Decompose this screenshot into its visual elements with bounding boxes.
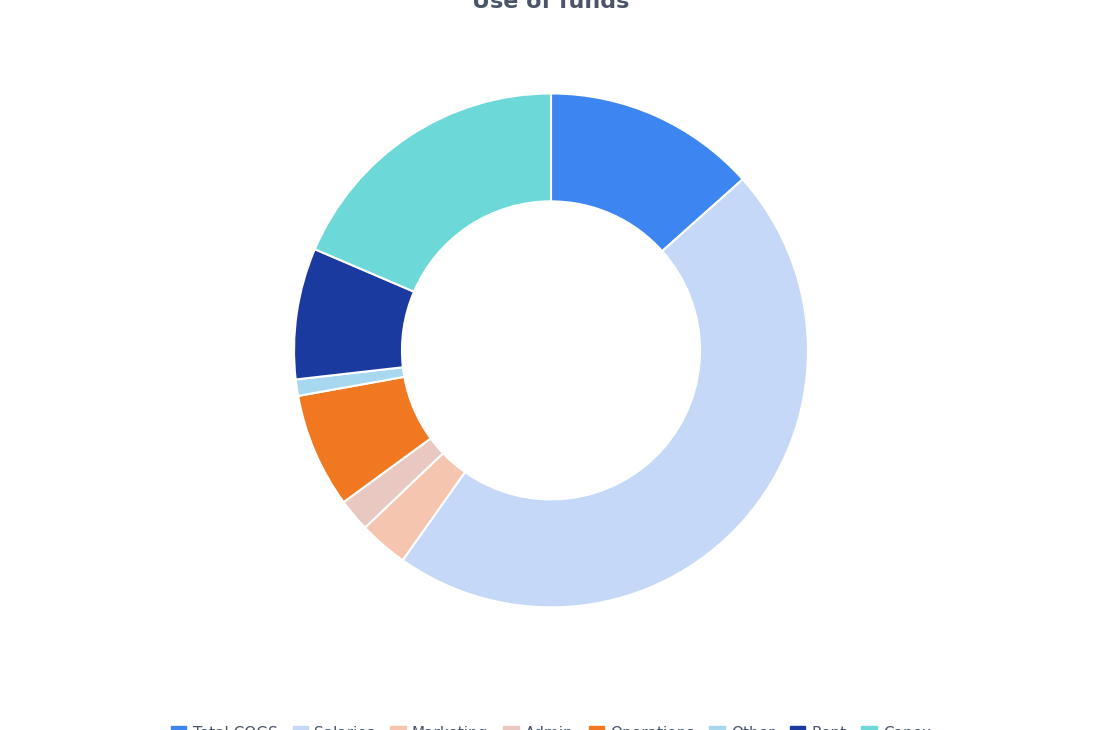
- Wedge shape: [344, 439, 443, 528]
- Wedge shape: [299, 377, 431, 502]
- Wedge shape: [315, 93, 551, 292]
- Title: Use of funds: Use of funds: [473, 0, 629, 12]
- Wedge shape: [365, 453, 465, 560]
- Wedge shape: [402, 180, 808, 607]
- Wedge shape: [295, 367, 404, 396]
- Wedge shape: [294, 249, 414, 380]
- Wedge shape: [551, 93, 743, 251]
- Legend: Total COGS, Salaries, Marketing, Admin, Operations, Other, Rent, Capex: Total COGS, Salaries, Marketing, Admin, …: [165, 721, 937, 730]
